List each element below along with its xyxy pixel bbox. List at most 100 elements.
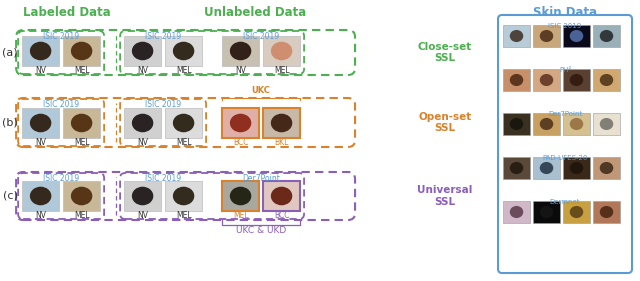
Text: ISIC 2019: ISIC 2019 [43, 100, 79, 109]
Ellipse shape [230, 114, 252, 132]
Text: (b): (b) [3, 117, 18, 128]
Bar [222, 181, 259, 211]
Text: ISIC 2019: ISIC 2019 [145, 100, 181, 109]
Bar [263, 36, 300, 66]
Ellipse shape [230, 187, 252, 205]
Ellipse shape [600, 74, 613, 86]
Bar [165, 36, 202, 66]
Text: NV: NV [35, 66, 46, 75]
Bar [22, 181, 59, 211]
Text: UKC & UKD: UKC & UKD [236, 226, 286, 235]
Text: Open-set
SSL: Open-set SSL [419, 112, 472, 133]
Text: Skin Data: Skin Data [533, 6, 597, 19]
Text: ISIC 2019: ISIC 2019 [43, 32, 79, 41]
Ellipse shape [540, 162, 553, 174]
Text: MEL: MEL [176, 138, 191, 147]
Text: (c): (c) [3, 191, 17, 201]
Ellipse shape [271, 187, 292, 205]
Bar [263, 108, 300, 138]
Text: BKL: BKL [275, 138, 289, 147]
Ellipse shape [570, 74, 583, 86]
Text: PAD-UFES-20: PAD-UFES-20 [542, 155, 588, 161]
Text: Der7Point: Der7Point [548, 111, 582, 117]
Text: (a): (a) [3, 47, 18, 58]
Text: UKC: UKC [252, 86, 271, 95]
Text: Der7Point: Der7Point [242, 174, 280, 183]
Bar [63, 36, 100, 66]
Text: ISIC 2019: ISIC 2019 [243, 32, 279, 41]
Ellipse shape [132, 187, 154, 205]
Bar [533, 201, 560, 223]
Bar [503, 157, 530, 179]
Ellipse shape [132, 42, 154, 60]
Text: Unlabeled Data: Unlabeled Data [204, 6, 306, 19]
Bar [165, 181, 202, 211]
Bar [593, 25, 620, 47]
Text: MEL: MEL [74, 138, 90, 147]
Text: NV: NV [35, 211, 46, 220]
Bar [263, 181, 300, 211]
Bar [563, 113, 590, 135]
Bar [503, 201, 530, 223]
Ellipse shape [600, 162, 613, 174]
Text: PH²: PH² [559, 67, 571, 73]
Text: BCC: BCC [274, 211, 289, 220]
Text: Dermnet: Dermnet [550, 199, 580, 205]
Ellipse shape [271, 42, 292, 60]
Text: Close-set
SSL: Close-set SSL [418, 42, 472, 63]
Text: NV: NV [137, 211, 148, 220]
Bar [165, 108, 202, 138]
Ellipse shape [271, 114, 292, 132]
Bar [503, 69, 530, 91]
Text: MEL: MEL [176, 66, 191, 75]
Ellipse shape [510, 206, 524, 218]
Text: Labeled Data: Labeled Data [23, 6, 111, 19]
Text: MEL: MEL [274, 66, 289, 75]
Text: NV: NV [137, 138, 148, 147]
Ellipse shape [570, 118, 583, 130]
Bar [593, 69, 620, 91]
Ellipse shape [510, 162, 524, 174]
Text: ISIC 2019: ISIC 2019 [43, 174, 79, 183]
Bar [124, 36, 161, 66]
Text: Universal
SSL: Universal SSL [417, 185, 473, 207]
Ellipse shape [132, 114, 154, 132]
Text: NV: NV [137, 66, 148, 75]
Ellipse shape [71, 114, 92, 132]
Ellipse shape [173, 42, 195, 60]
Bar [563, 69, 590, 91]
Bar [593, 201, 620, 223]
Ellipse shape [540, 30, 553, 42]
Bar [222, 108, 259, 138]
Ellipse shape [600, 30, 613, 42]
Bar [593, 113, 620, 135]
Bar [124, 181, 161, 211]
Ellipse shape [570, 30, 583, 42]
Bar [563, 25, 590, 47]
Ellipse shape [30, 187, 51, 205]
Ellipse shape [540, 118, 553, 130]
Ellipse shape [510, 30, 524, 42]
Text: NV: NV [235, 66, 246, 75]
Bar [533, 113, 560, 135]
Bar [503, 25, 530, 47]
Bar [124, 108, 161, 138]
Text: MEL: MEL [74, 66, 90, 75]
Bar [533, 25, 560, 47]
Ellipse shape [510, 74, 524, 86]
Bar [22, 36, 59, 66]
Bar [503, 113, 530, 135]
Bar [63, 108, 100, 138]
Text: BCC: BCC [233, 138, 248, 147]
Bar [563, 157, 590, 179]
Ellipse shape [540, 206, 553, 218]
Ellipse shape [230, 42, 252, 60]
Bar [63, 181, 100, 211]
Text: ISIC 2019: ISIC 2019 [145, 32, 181, 41]
Text: ISIC 2019: ISIC 2019 [145, 174, 181, 183]
Bar [222, 36, 259, 66]
Ellipse shape [30, 42, 51, 60]
Ellipse shape [570, 162, 583, 174]
Text: MEL: MEL [176, 211, 191, 220]
Ellipse shape [570, 206, 583, 218]
